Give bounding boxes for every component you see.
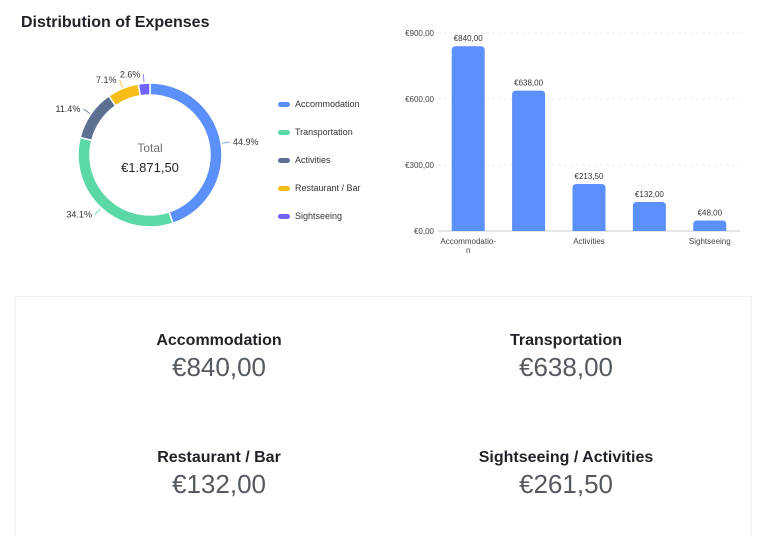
summary-card: Accommodation €840,00 Transportation €63…	[15, 296, 752, 536]
donut-leader-line	[221, 141, 231, 144]
donut-leader-line	[94, 208, 101, 215]
summary-label: Accommodation	[156, 332, 282, 349]
bar-accommodation[interactable]	[451, 46, 485, 232]
legend-swatch	[278, 101, 290, 107]
bar-value-label: €840,00	[454, 34, 483, 43]
y-tick-label: €0,00	[414, 227, 435, 236]
legend-swatch	[278, 157, 290, 163]
summary-label: Transportation	[509, 332, 622, 349]
donut-leader-line	[142, 74, 145, 83]
y-tick-label: €300,00	[405, 161, 434, 170]
summary-label: Sightseeing / Activities	[478, 449, 654, 466]
legend-item-restaurant-bar[interactable]: Restaurant / Bar	[278, 174, 388, 202]
bar-value-label: €638,00	[514, 79, 543, 88]
summary-item-sightseeing-activities: Sightseeing / Activities €261,50	[416, 448, 716, 499]
legend-swatch	[278, 213, 290, 219]
legend-item-sightseeing[interactable]: Sightseeing	[278, 202, 388, 230]
bar-value-label: €132,00	[635, 190, 664, 199]
donut-chart: 44.9% 34.1% 11.4% 7.1%2.6% Total €1.871,50	[55, 69, 259, 228]
summary-value: €638,00	[519, 352, 613, 382]
donut-legend: Accommodation Transportation Activities …	[278, 90, 388, 230]
legend-label: Activities	[295, 155, 331, 165]
legend-swatch	[278, 185, 290, 191]
summary-value: €840,00	[172, 352, 266, 382]
summary-value: €132,00	[172, 469, 266, 499]
donut-slice-sightseeing[interactable]	[137, 82, 151, 97]
bar-restaurant-bar[interactable]	[632, 201, 666, 231]
legend-label: Restaurant / Bar	[295, 183, 361, 193]
bar-value-label: €48,00	[698, 208, 723, 217]
legend-item-accommodation[interactable]: Accommodation	[278, 90, 388, 118]
summary-value: €261,50	[519, 469, 613, 499]
donut-value-label: 44.9%	[233, 137, 259, 147]
legend-item-activities[interactable]: Activities	[278, 146, 388, 174]
summary-item-restaurant-bar: Restaurant / Bar €132,00	[69, 448, 369, 499]
x-tick-label: Activities	[573, 237, 605, 246]
donut-value-label: 34.1%	[66, 209, 92, 219]
page-title: Distribution of Expenses	[21, 14, 210, 31]
bar-transportation[interactable]	[512, 90, 546, 231]
x-tick-label: Sightseeing	[689, 237, 731, 246]
legend-label: Transportation	[295, 127, 353, 137]
donut-value-label: 7.1%	[96, 75, 117, 85]
donut-leader-line	[83, 108, 91, 114]
donut-value-label: 11.4%	[55, 104, 80, 114]
donut-value-label: 2.6%	[120, 69, 141, 79]
bar-activities[interactable]	[572, 184, 606, 231]
summary-label: Restaurant / Bar	[157, 449, 281, 466]
bar-sightseeing[interactable]	[693, 220, 727, 231]
summary-item-transportation: Transportation €638,00	[416, 331, 716, 382]
summary-item-accommodation: Accommodation €840,00	[69, 331, 369, 382]
legend-item-transportation[interactable]: Transportation	[278, 118, 388, 146]
x-tick-label: Accommodatio-n	[440, 237, 496, 255]
y-tick-label: €600,00	[405, 95, 434, 104]
y-tick-label: €900,00	[405, 29, 434, 38]
legend-label: Accommodation	[295, 99, 360, 109]
donut-leader-line	[119, 79, 123, 88]
donut-center-value: €1.871,50	[121, 160, 179, 175]
donut-center-label: Total	[137, 141, 162, 155]
bar-value-label: €213,50	[575, 172, 604, 181]
bar-chart: €0,00 €300,00 €600,00 €900,00 €840,00 €638,0…	[405, 29, 740, 255]
legend-label: Sightseeing	[295, 211, 343, 221]
legend-swatch	[278, 129, 290, 135]
